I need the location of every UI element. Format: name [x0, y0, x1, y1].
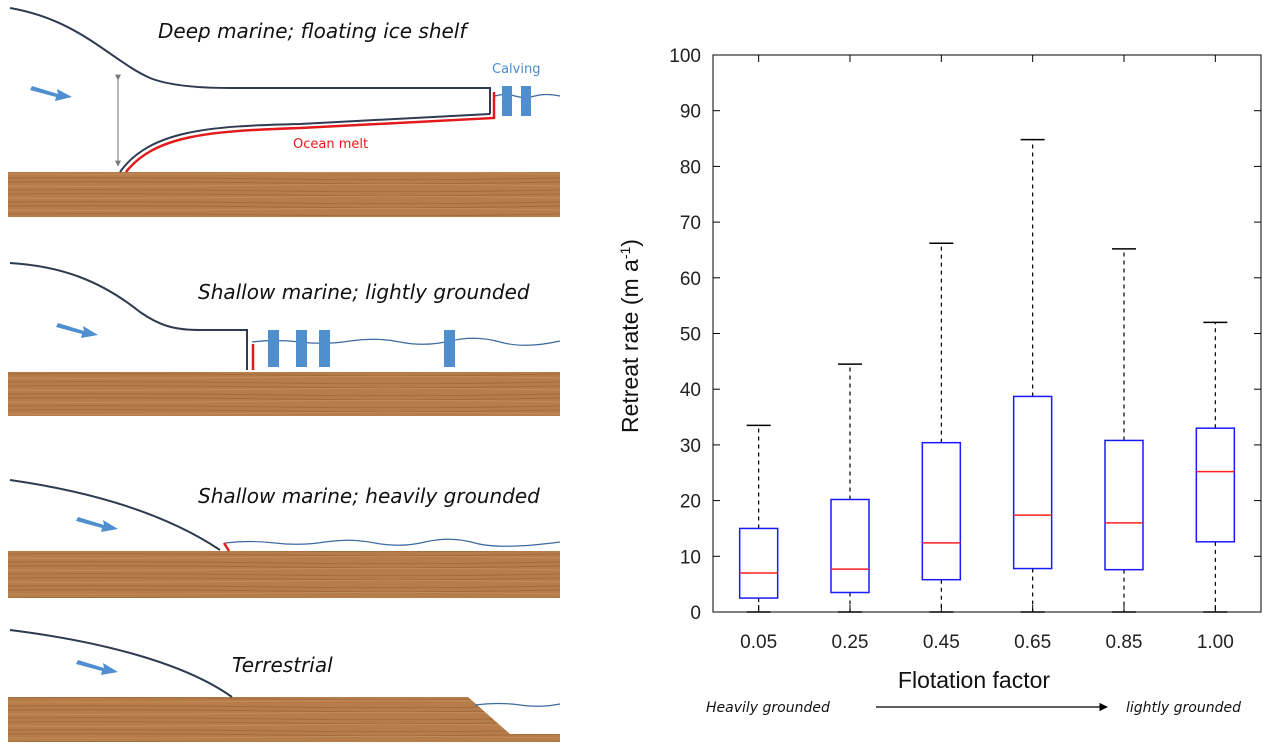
box-iqr: [1012, 395, 1053, 570]
calving-block: [319, 330, 330, 367]
x-tick-label: 0.05: [740, 632, 777, 653]
y-tick-label: 40: [680, 380, 701, 401]
bed-rock: [8, 697, 560, 742]
ice-upper-surface: [9, 7, 491, 114]
range-label-lightly-grounded: lightly grounded: [1126, 700, 1241, 716]
terminus-schematic: Deep marine; floating ice shelf Calving …: [0, 0, 580, 742]
panel-heavily-grounded: Shallow marine; heavily grounded: [8, 479, 561, 598]
y-tick-label: 20: [680, 492, 701, 513]
y-tick-label: 10: [680, 547, 701, 568]
calving-block: [268, 330, 279, 367]
calving-block: [502, 86, 512, 116]
y-tick-label: 80: [680, 157, 701, 178]
calving-block: [296, 330, 307, 367]
y-tick-label: 100: [669, 46, 701, 67]
calving-label: Calving: [492, 62, 540, 77]
scenario-title-heavily-grounded: Shallow marine; heavily grounded: [198, 484, 540, 508]
ocean-melt-line: [222, 542, 231, 552]
bed-rock: [8, 551, 560, 598]
panel-terrestrial: Terrestrial: [8, 629, 561, 742]
ice-shelf-base: [119, 113, 491, 173]
x-tick-label: 0.45: [923, 632, 960, 653]
flow-arrow-icon: [76, 660, 118, 675]
water-surface: [224, 538, 561, 547]
scenario-title-terrestrial: Terrestrial: [232, 653, 333, 677]
y-axis-label: Retreat rate (m a-1): [617, 239, 643, 433]
y-tick-label: 30: [680, 436, 701, 457]
y-tick-label: 0: [690, 603, 701, 624]
x-axis-label: Flotation factor: [898, 667, 1050, 693]
x-tick-label: 1.00: [1197, 632, 1234, 653]
scenario-title-deep-marine: Deep marine; floating ice shelf: [158, 19, 469, 43]
range-label-heavily-grounded: Heavily grounded: [706, 700, 830, 716]
y-tick-label: 60: [680, 269, 701, 290]
calving-block: [521, 86, 531, 116]
retreat-rate-boxplot: 0 10 20 30 40 50 60 70 80 90 100 0.05 0.25 0.45 0.65 0.…: [580, 0, 1267, 742]
ice-upper-surface: [9, 262, 248, 370]
panel-deep-marine: Deep marine; floating ice shelf Calving …: [8, 7, 561, 217]
box-iqr: [738, 527, 779, 599]
y-tick-label: 50: [680, 325, 701, 346]
x-tick-label: 0.85: [1106, 632, 1143, 653]
ocean-melt-line: [125, 92, 496, 173]
plot-frame: [712, 54, 1262, 613]
flow-arrow-icon: [30, 86, 72, 101]
y-tick-label: 90: [680, 102, 701, 123]
box-iqr: [921, 441, 962, 581]
ice-upper-surface: [9, 479, 221, 551]
water-surface: [474, 702, 561, 707]
ice-upper-surface: [9, 629, 233, 698]
y-tick-label: 70: [680, 213, 701, 234]
flow-arrow-icon: [56, 323, 98, 338]
scenario-title-lightly-grounded: Shallow marine; lightly grounded: [198, 280, 530, 304]
bed-rock: [8, 172, 560, 217]
box-iqr: [1104, 439, 1144, 571]
x-tick-label: 0.25: [832, 632, 869, 653]
ocean-melt-label: Ocean melt: [293, 137, 368, 152]
box-iqr: [830, 498, 870, 594]
box-iqr: [1195, 427, 1236, 543]
panel-lightly-grounded: Shallow marine; lightly grounded: [8, 262, 561, 416]
flow-arrow-icon: [76, 517, 118, 532]
x-tick-label: 0.65: [1014, 632, 1051, 653]
bed-rock: [8, 372, 560, 416]
calving-block: [444, 330, 455, 367]
